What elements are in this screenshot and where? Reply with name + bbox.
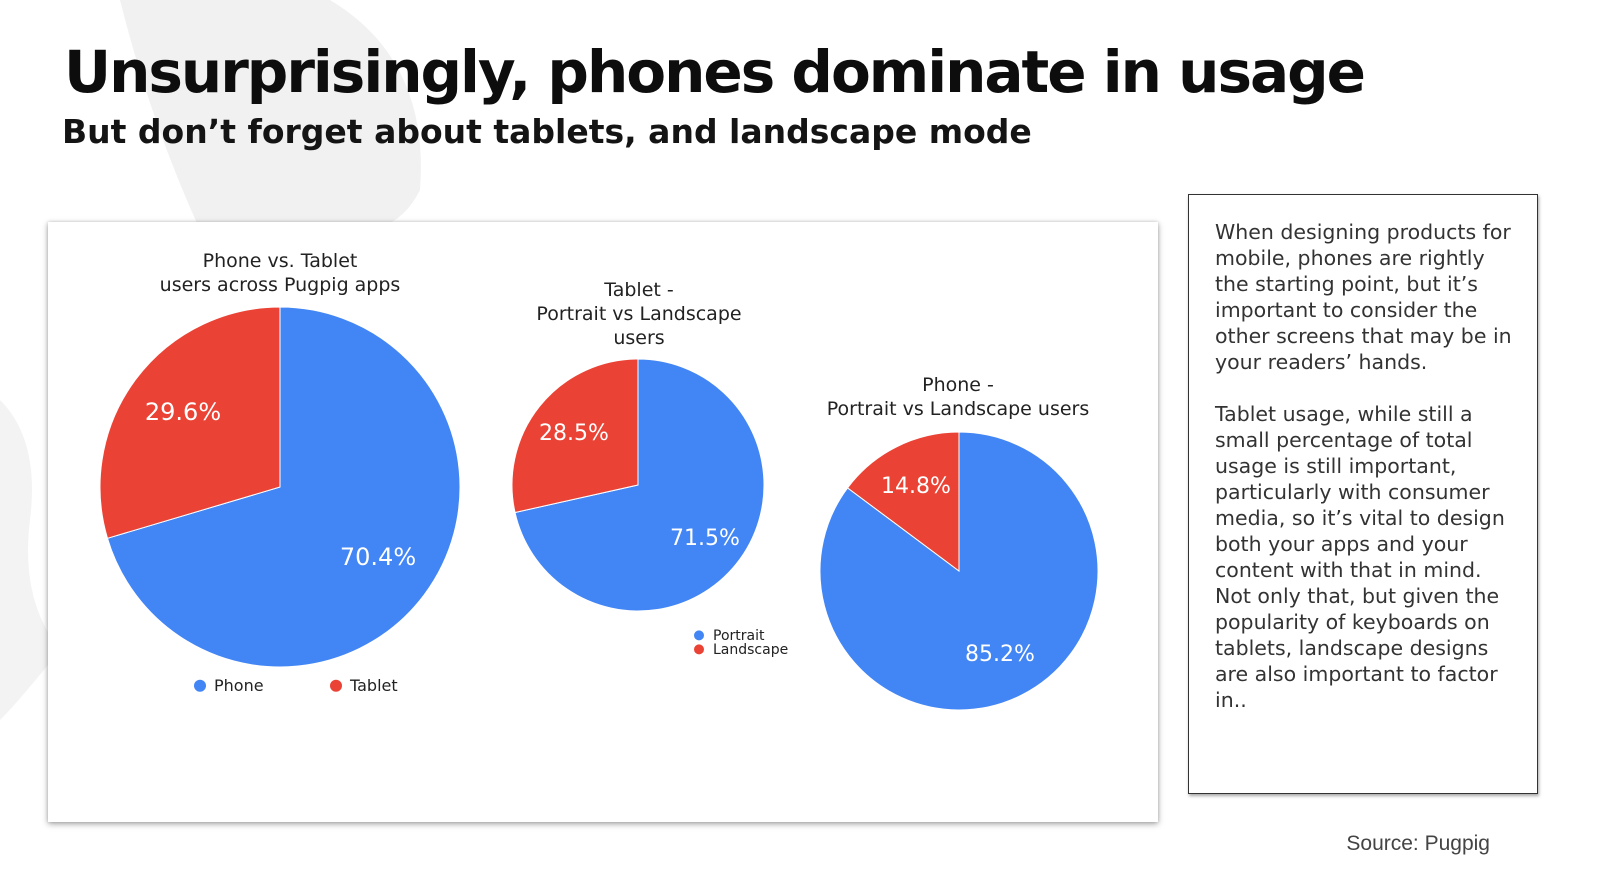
legend-label-portrait: Portrait xyxy=(713,628,765,644)
slice-label-portrait: 71.5% xyxy=(670,526,740,551)
legend-marker-tablet xyxy=(330,679,342,692)
pie-slice-landscape xyxy=(846,431,960,572)
chart-title-line: Phone vs. Tablet xyxy=(202,250,358,272)
chart-title-line: users xyxy=(613,327,665,349)
pie-charts: 70.4% 29.6% Phone Tablet 71.5% 28.5% Portrait… xyxy=(99,306,1099,711)
legend-label-landscape: Landscape xyxy=(713,642,788,658)
legend-marker-portrait xyxy=(694,630,704,641)
legend-item-portrait: Portrait xyxy=(694,628,765,644)
chart-title-tablet-orientation: Tablet - Portrait vs Landscape users xyxy=(509,278,769,350)
explanation-paragraph-2: Tablet usage, while still a small percen… xyxy=(1215,402,1505,712)
legend-marker-phone xyxy=(194,679,206,692)
slice-label-phone: 70.4% xyxy=(340,543,416,571)
pie-slice-portrait xyxy=(514,358,765,612)
pie-slice-portrait xyxy=(819,431,1099,711)
legend-item-tablet: Tablet xyxy=(330,676,398,695)
slice-label-portrait: 85.2% xyxy=(965,642,1035,667)
slide-subtitle: But don’t forget about tablets, and land… xyxy=(62,112,1032,151)
chart-title-line: Portrait vs Landscape users xyxy=(826,398,1090,420)
explanation-panel: When designing products for mobile, phon… xyxy=(1188,194,1538,794)
chart-title-line: users across Pugpig apps xyxy=(159,274,401,296)
pie-phone-vs-tablet: 70.4% 29.6% Phone Tablet xyxy=(99,306,461,695)
slide-title: Unsurprisingly, phones dominate in usage xyxy=(64,38,1366,106)
chart-title-line: Phone - xyxy=(922,374,994,396)
legend-label-phone: Phone xyxy=(214,676,264,695)
slice-label-landscape: 28.5% xyxy=(539,421,609,446)
pie-phone-orientation: 85.2% 14.8% xyxy=(819,431,1099,711)
pie-slice-phone xyxy=(106,306,461,668)
chart-title-line: Portrait vs Landscape xyxy=(536,303,742,325)
pie-slice-tablet xyxy=(99,306,281,539)
slice-label-tablet: 29.6% xyxy=(145,398,221,426)
chart-title-line: Tablet - xyxy=(604,279,674,301)
chart-title-phone-vs-tablet: Phone vs. Tablet users across Pugpig app… xyxy=(130,249,430,297)
pie-slice-landscape xyxy=(511,358,639,514)
slice-label-landscape: 14.8% xyxy=(881,474,951,499)
chart-card: Phone vs. Tablet users across Pugpig app… xyxy=(48,222,1158,822)
legend-label-tablet: Tablet xyxy=(349,676,398,695)
source-note: Source: Pugpig xyxy=(1346,832,1490,855)
legend-item-phone: Phone xyxy=(194,676,264,695)
explanation-paragraph-1: When designing products for mobile, phon… xyxy=(1215,220,1512,374)
chart-title-phone-orientation: Phone - Portrait vs Landscape users xyxy=(798,373,1118,421)
legend-item-landscape: Landscape xyxy=(694,642,788,658)
legend-marker-landscape xyxy=(694,644,704,655)
